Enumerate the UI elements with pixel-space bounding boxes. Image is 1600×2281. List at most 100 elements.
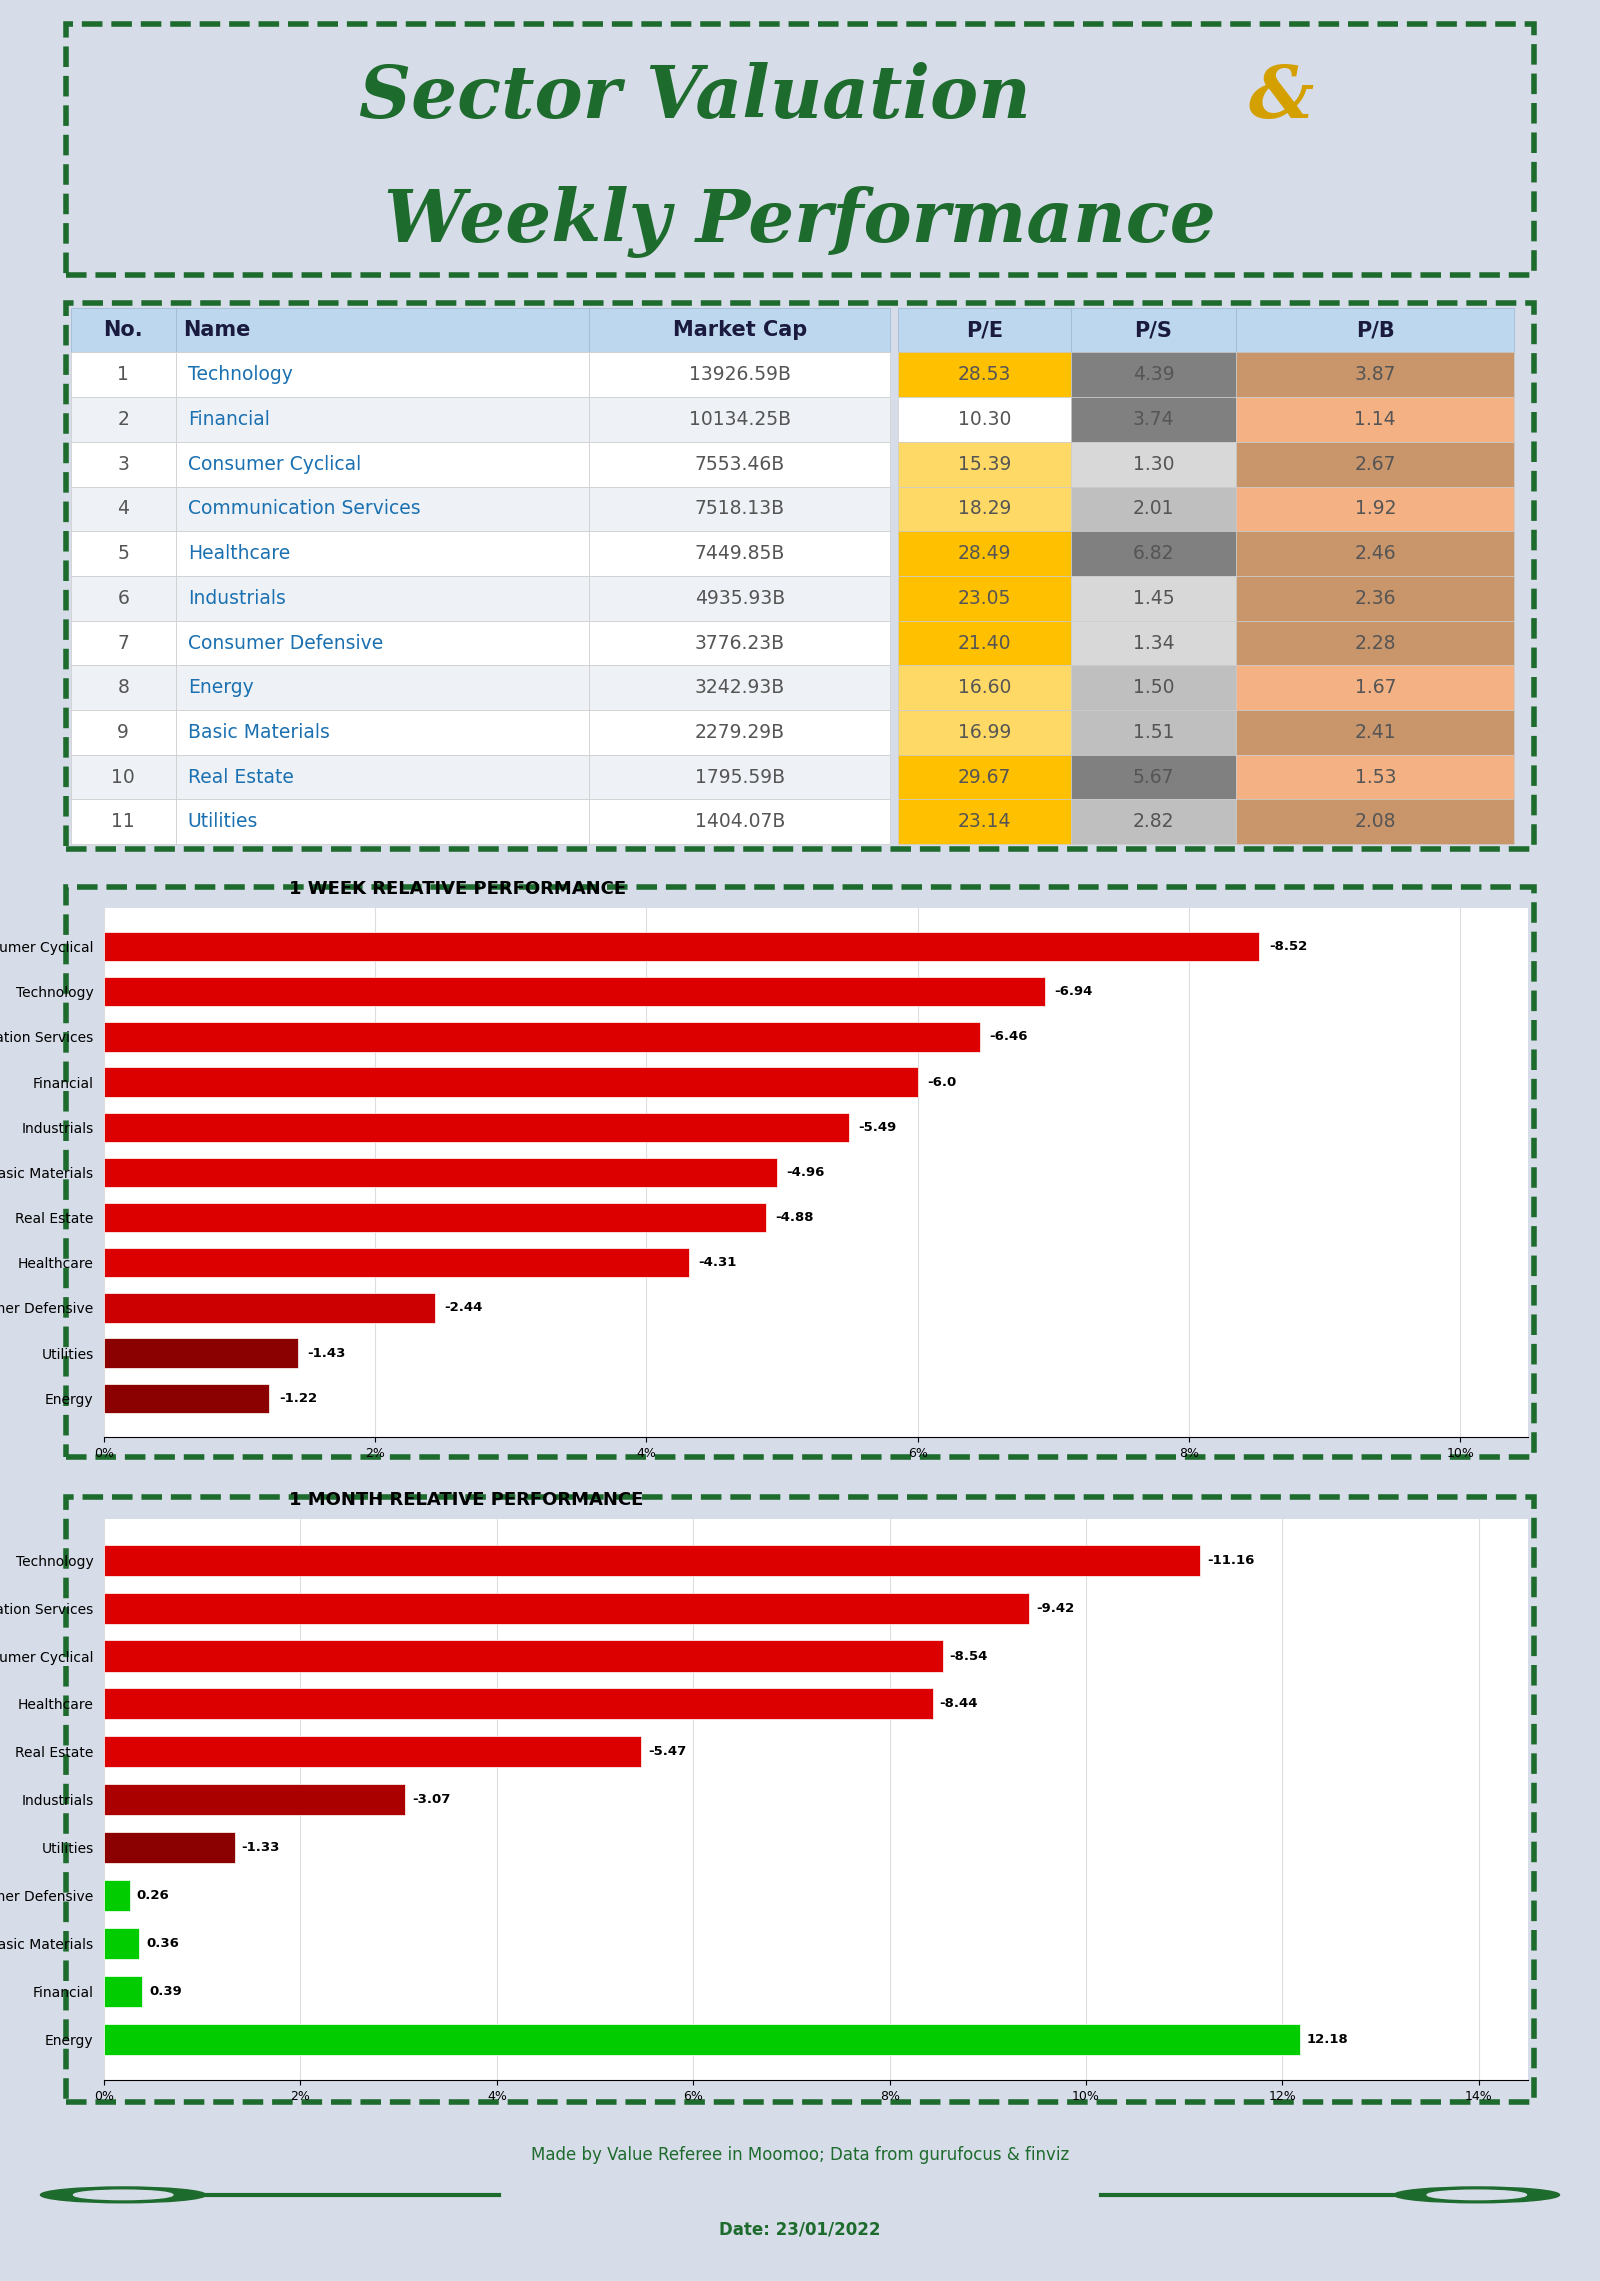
Bar: [104, 1022, 981, 1052]
Text: Made by Value Referee in Moomoo; Data from gurufocus & finviz: Made by Value Referee in Moomoo; Data fr…: [531, 2146, 1069, 2165]
Bar: [898, 443, 1070, 486]
Text: 10: 10: [112, 769, 134, 787]
Bar: [1237, 577, 1515, 620]
Bar: [104, 933, 1259, 960]
Bar: [898, 397, 1070, 443]
Text: -3.07: -3.07: [413, 1793, 451, 1807]
Bar: [176, 308, 589, 351]
Bar: [589, 755, 890, 801]
Text: 1 MONTH RELATIVE PERFORMANCE: 1 MONTH RELATIVE PERFORMANCE: [290, 1492, 643, 1510]
Bar: [70, 486, 176, 531]
Bar: [589, 709, 890, 755]
Circle shape: [74, 2190, 173, 2199]
Text: -6.0: -6.0: [928, 1077, 957, 1088]
Bar: [70, 308, 176, 351]
Text: 2.28: 2.28: [1355, 634, 1397, 652]
Text: Financial: Financial: [187, 411, 270, 429]
Text: 21.40: 21.40: [957, 634, 1011, 652]
Text: 10.30: 10.30: [957, 411, 1011, 429]
Text: 9: 9: [117, 723, 130, 741]
Circle shape: [1427, 2190, 1526, 2199]
Bar: [176, 486, 589, 531]
Text: P/E: P/E: [966, 319, 1003, 340]
Bar: [104, 1880, 130, 1911]
Text: 13926.59B: 13926.59B: [690, 365, 790, 383]
Bar: [104, 1293, 435, 1323]
Bar: [70, 801, 176, 844]
Text: -5.47: -5.47: [648, 1745, 686, 1759]
Bar: [1070, 620, 1237, 666]
Bar: [898, 709, 1070, 755]
Text: 1795.59B: 1795.59B: [694, 769, 786, 787]
Text: &: &: [1248, 62, 1314, 132]
Bar: [104, 1592, 1029, 1624]
Bar: [70, 397, 176, 443]
Bar: [1237, 308, 1515, 351]
Text: 16.60: 16.60: [957, 677, 1011, 698]
Text: Sector Valuation: Sector Valuation: [358, 62, 1030, 132]
Bar: [898, 620, 1070, 666]
Text: Consumer Cyclical: Consumer Cyclical: [187, 454, 362, 474]
Text: Made by Value Referee in Moomoo; Data from gurufocus & finviz: Made by Value Referee in Moomoo; Data fr…: [531, 2146, 1069, 2165]
Bar: [1070, 801, 1237, 844]
Text: 7553.46B: 7553.46B: [694, 454, 786, 474]
Text: 16.99: 16.99: [957, 723, 1011, 741]
Text: 23.14: 23.14: [957, 812, 1011, 830]
Bar: [70, 666, 176, 709]
Text: 2.82: 2.82: [1133, 812, 1174, 830]
Text: 0.39: 0.39: [149, 1984, 182, 1998]
Bar: [1070, 351, 1237, 397]
Bar: [589, 801, 890, 844]
Text: 2.46: 2.46: [1355, 545, 1397, 563]
Bar: [104, 1248, 688, 1277]
Text: 2.67: 2.67: [1355, 454, 1397, 474]
Bar: [589, 308, 890, 351]
Text: Real Estate: Real Estate: [187, 769, 294, 787]
Text: -1.43: -1.43: [307, 1346, 346, 1359]
Text: 7518.13B: 7518.13B: [694, 500, 786, 518]
Bar: [589, 666, 890, 709]
Text: 4.39: 4.39: [1133, 365, 1174, 383]
Text: 18.29: 18.29: [957, 500, 1011, 518]
Text: 5: 5: [117, 545, 130, 563]
Text: -11.16: -11.16: [1206, 1553, 1254, 1567]
Text: Utilities: Utilities: [187, 812, 258, 830]
Bar: [70, 709, 176, 755]
Bar: [70, 620, 176, 666]
Bar: [1070, 397, 1237, 443]
Text: 29.67: 29.67: [957, 769, 1011, 787]
Text: -1.22: -1.22: [278, 1391, 317, 1405]
Bar: [1070, 486, 1237, 531]
Text: Market Cap: Market Cap: [672, 319, 806, 340]
Text: 4935.93B: 4935.93B: [694, 588, 786, 607]
Text: -6.46: -6.46: [989, 1031, 1029, 1042]
Bar: [70, 351, 176, 397]
Bar: [898, 308, 1070, 351]
Bar: [104, 1202, 766, 1232]
Bar: [104, 1068, 918, 1097]
Bar: [898, 531, 1070, 575]
Text: 1.50: 1.50: [1133, 677, 1174, 698]
Text: 28.53: 28.53: [957, 365, 1011, 383]
Text: 23.05: 23.05: [957, 588, 1011, 607]
Bar: [1070, 666, 1237, 709]
Text: Consumer Defensive: Consumer Defensive: [187, 634, 382, 652]
Bar: [589, 620, 890, 666]
Text: 3242.93B: 3242.93B: [694, 677, 786, 698]
Bar: [104, 1544, 1200, 1576]
Bar: [104, 1832, 235, 1864]
Text: 0.26: 0.26: [136, 1889, 170, 1902]
Bar: [589, 577, 890, 620]
Text: Weekly Performance: Weekly Performance: [384, 185, 1216, 258]
Bar: [1070, 755, 1237, 801]
Text: 1: 1: [117, 365, 130, 383]
Bar: [176, 755, 589, 801]
Bar: [104, 1339, 298, 1369]
Text: 3776.23B: 3776.23B: [694, 634, 786, 652]
Text: 3.87: 3.87: [1355, 365, 1397, 383]
Bar: [589, 397, 890, 443]
Bar: [1237, 351, 1515, 397]
Bar: [70, 755, 176, 801]
Bar: [1237, 443, 1515, 486]
Text: Date: 23/01/2022: Date: 23/01/2022: [720, 2219, 880, 2238]
